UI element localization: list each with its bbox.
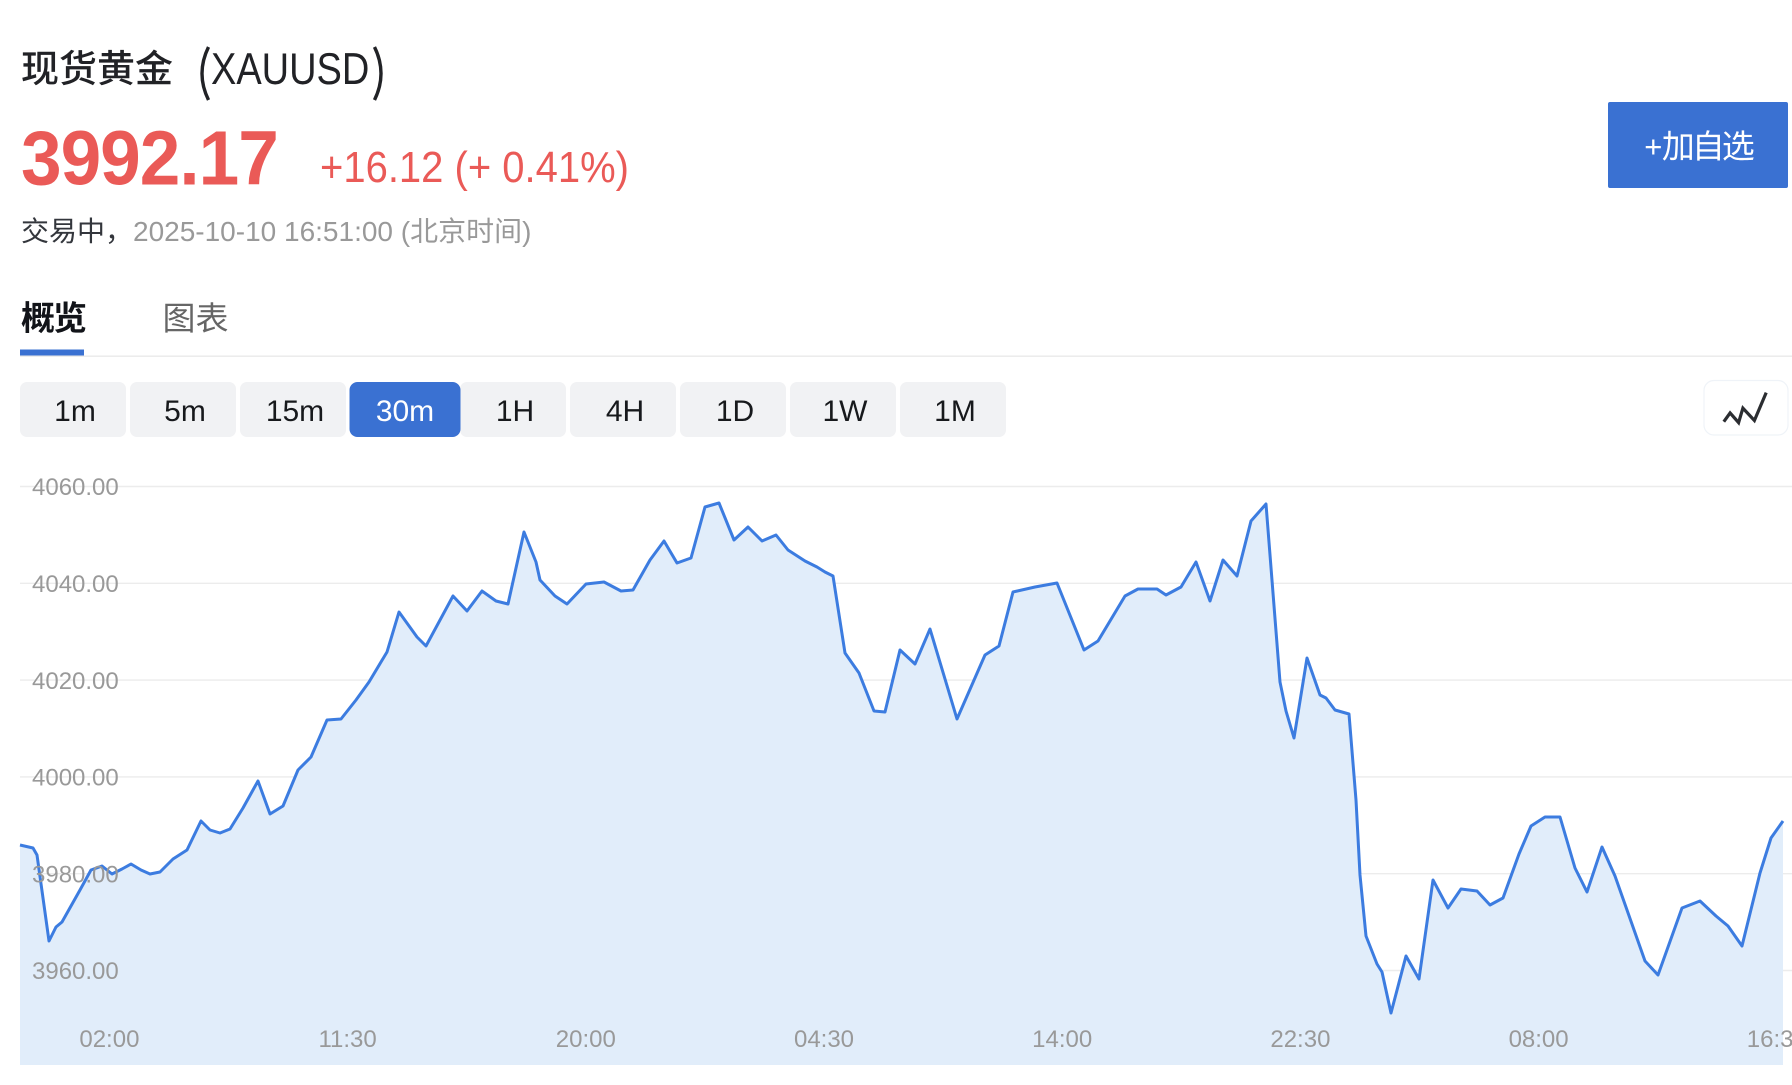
- svg-text:): ): [522, 216, 531, 247]
- svg-text:3980.00: 3980.00: [32, 861, 119, 888]
- svg-text:1W: 1W: [823, 395, 869, 428]
- svg-text:3960.00: 3960.00: [32, 958, 119, 985]
- svg-text:+16.12 (+ 0.41%): +16.12 (+ 0.41%): [320, 142, 629, 191]
- svg-text:20:00: 20:00: [556, 1026, 616, 1053]
- svg-text:1m: 1m: [54, 395, 96, 428]
- svg-text:15m: 15m: [266, 395, 324, 428]
- svg-text:04:30: 04:30: [794, 1026, 854, 1053]
- svg-text:02:00: 02:00: [79, 1026, 139, 1053]
- svg-text:30m: 30m: [376, 395, 434, 428]
- svg-text:1D: 1D: [716, 395, 754, 428]
- svg-text:2025-10-10 16:51:00 (: 2025-10-10 16:51:00 (: [133, 216, 411, 247]
- svg-text:+: +: [1644, 129, 1662, 164]
- svg-text:11:30: 11:30: [318, 1026, 376, 1053]
- svg-text:4040.00: 4040.00: [32, 571, 119, 598]
- svg-text:5m: 5m: [164, 395, 206, 428]
- svg-text:14:00: 14:00: [1032, 1026, 1092, 1053]
- svg-text:4020.00: 4020.00: [32, 668, 119, 695]
- svg-text:16:30: 16:30: [1747, 1026, 1792, 1053]
- svg-text:4000.00: 4000.00: [32, 765, 119, 792]
- svg-text:1H: 1H: [496, 395, 534, 428]
- svg-text:08:00: 08:00: [1509, 1026, 1569, 1053]
- svg-text:4H: 4H: [606, 395, 644, 428]
- svg-text:4060.00: 4060.00: [32, 474, 119, 501]
- svg-text:22:30: 22:30: [1270, 1026, 1330, 1053]
- svg-text:XAUUSD: XAUUSD: [211, 43, 369, 94]
- svg-text:1M: 1M: [934, 395, 976, 428]
- svg-text:3992.17: 3992.17: [21, 115, 278, 201]
